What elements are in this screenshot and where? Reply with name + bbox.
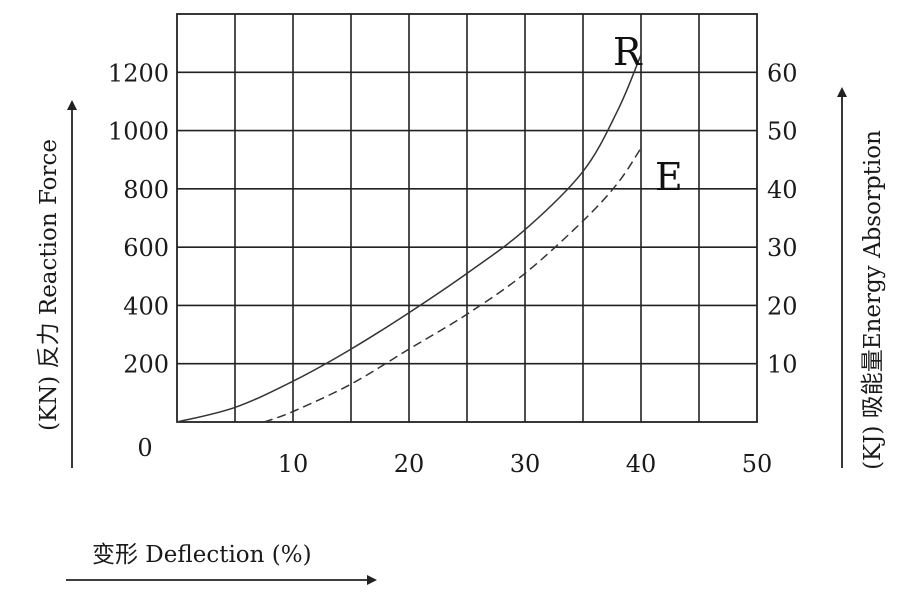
y-left-tick-label: 1200 bbox=[108, 59, 169, 87]
y-left-tick-label: 1000 bbox=[108, 118, 169, 146]
y-left-tick-label: 600 bbox=[123, 234, 169, 262]
grid bbox=[176, 13, 758, 423]
y-left-tick-label: 200 bbox=[123, 351, 169, 379]
x-axis-title-group: 变形 Deflection (%) bbox=[66, 542, 377, 585]
x-tick-label: 20 bbox=[394, 450, 425, 478]
y-left-tick-label: 400 bbox=[123, 292, 169, 320]
y-right-tick-label: 10 bbox=[767, 351, 798, 379]
y-left-axis-title-group: (KN) 反力 Reaction Force bbox=[36, 100, 77, 468]
y-right-tick-label: 40 bbox=[767, 176, 798, 204]
x-tick-label: 10 bbox=[278, 450, 309, 478]
y-right-axis-title: (KJ) 吸能量Energy Absorption bbox=[860, 130, 886, 470]
series-line-e bbox=[263, 147, 642, 423]
x-axis-title: 变形 Deflection (%) bbox=[92, 542, 312, 568]
series-line-r bbox=[176, 54, 642, 423]
series-label-r: R bbox=[613, 30, 643, 74]
series-layer: RE bbox=[176, 30, 683, 423]
tick-layer: 0 10 20 30 40 50 200 400 600 800 1000 1200 10 20 30 40 5… bbox=[108, 59, 798, 478]
y-left-axis-title: (KN) 反力 Reaction Force bbox=[36, 139, 62, 431]
x-tick-label: 30 bbox=[510, 450, 541, 478]
y-left-tick-label: 800 bbox=[123, 176, 169, 204]
y-right-axis-title-group: (KJ) 吸能量Energy Absorption bbox=[837, 87, 886, 470]
x-tick-label: 0 bbox=[137, 434, 152, 462]
y-right-tick-label: 50 bbox=[767, 118, 798, 146]
x-tick-label: 40 bbox=[626, 450, 657, 478]
x-tick-label: 50 bbox=[742, 450, 773, 478]
y-right-tick-label: 30 bbox=[767, 234, 798, 262]
y-right-tick-label: 60 bbox=[767, 59, 798, 87]
y-right-tick-label: 20 bbox=[767, 292, 798, 320]
series-label-e: E bbox=[655, 155, 683, 199]
